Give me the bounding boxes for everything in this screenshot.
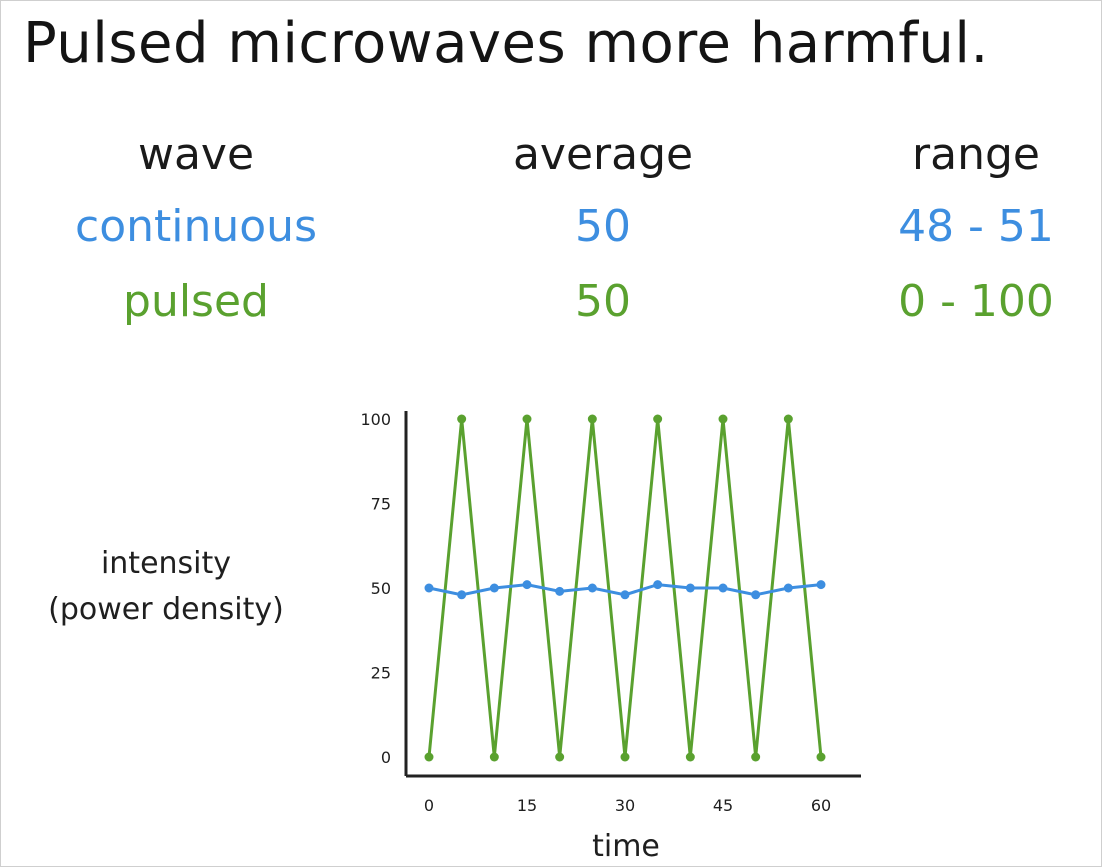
- x-tick-label: 30: [615, 796, 635, 815]
- x-tick-label: 15: [517, 796, 537, 815]
- x-tick-label: 45: [713, 796, 733, 815]
- row-pulsed-wave: pulsed: [123, 276, 269, 327]
- row-pulsed-average: 50: [575, 276, 631, 327]
- x-ticks: 0 15 30 45 60: [424, 796, 831, 815]
- data-point: [783, 414, 793, 424]
- y-ticks: 0 25 50 75 100: [360, 410, 391, 767]
- data-point: [620, 590, 630, 600]
- header-average: average: [512, 129, 694, 180]
- data-point: [457, 590, 467, 600]
- series-layer: [424, 414, 826, 762]
- row-continuous-wave: continuous: [75, 201, 317, 252]
- data-point: [555, 752, 565, 762]
- data-point: [783, 583, 793, 593]
- data-point: [457, 414, 467, 424]
- data-point: [751, 752, 761, 762]
- x-axis-label: time: [592, 829, 660, 864]
- y-axis-label: intensity (power density): [1, 541, 331, 633]
- data-point: [489, 752, 499, 762]
- data-point: [587, 583, 597, 593]
- series-0: [424, 414, 826, 762]
- y-tick-label: 25: [371, 664, 391, 683]
- y-axis-label-line1: intensity: [100, 546, 232, 581]
- y-tick-label: 0: [381, 748, 391, 767]
- data-point: [718, 414, 728, 424]
- data-point: [424, 583, 434, 593]
- data-point: [685, 752, 695, 762]
- data-point: [620, 752, 630, 762]
- slide-title: Pulsed microwaves more harmful.: [23, 11, 989, 76]
- x-tick-label: 60: [811, 796, 831, 815]
- data-point: [653, 580, 663, 590]
- data-point: [555, 586, 565, 596]
- header-range: range: [912, 129, 1040, 180]
- data-point: [751, 590, 761, 600]
- data-point: [816, 580, 826, 590]
- data-point: [489, 583, 499, 593]
- y-axis-label-line2: (power density): [48, 592, 284, 627]
- row-continuous-average: 50: [575, 201, 631, 252]
- y-tick-label: 100: [360, 410, 391, 429]
- data-point: [653, 414, 663, 424]
- y-tick-label: 75: [371, 495, 391, 514]
- header-wave: wave: [137, 129, 255, 180]
- series-1: [424, 580, 826, 600]
- y-tick-label: 50: [371, 579, 391, 598]
- data-point: [424, 752, 434, 762]
- data-point: [816, 752, 826, 762]
- data-point: [718, 583, 728, 593]
- data-point: [587, 414, 597, 424]
- row-pulsed-range: 0 - 100: [898, 276, 1054, 327]
- data-point: [685, 583, 695, 593]
- data-point: [522, 580, 532, 590]
- x-tick-label: 0: [424, 796, 434, 815]
- row-continuous-range: 48 - 51: [898, 201, 1054, 252]
- data-point: [522, 414, 532, 424]
